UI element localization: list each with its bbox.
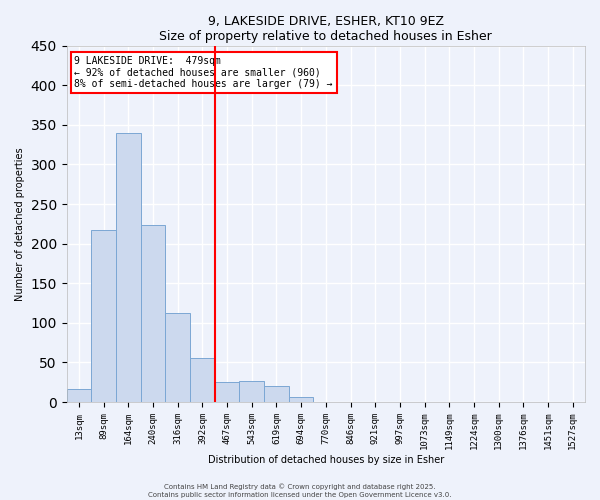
Title: 9, LAKESIDE DRIVE, ESHER, KT10 9EZ
Size of property relative to detached houses : 9, LAKESIDE DRIVE, ESHER, KT10 9EZ Size … bbox=[160, 15, 492, 43]
X-axis label: Distribution of detached houses by size in Esher: Distribution of detached houses by size … bbox=[208, 455, 444, 465]
Bar bbox=[141, 224, 166, 402]
Bar bbox=[289, 396, 313, 402]
Bar bbox=[264, 386, 289, 402]
Bar bbox=[116, 132, 141, 402]
Bar bbox=[91, 230, 116, 402]
Bar bbox=[67, 388, 91, 402]
Bar bbox=[239, 382, 264, 402]
Y-axis label: Number of detached properties: Number of detached properties bbox=[15, 147, 25, 300]
Bar bbox=[190, 358, 215, 402]
Bar bbox=[215, 382, 239, 402]
Bar bbox=[166, 312, 190, 402]
Text: 9 LAKESIDE DRIVE:  479sqm
← 92% of detached houses are smaller (960)
8% of semi-: 9 LAKESIDE DRIVE: 479sqm ← 92% of detach… bbox=[74, 56, 333, 90]
Text: Contains HM Land Registry data © Crown copyright and database right 2025.
Contai: Contains HM Land Registry data © Crown c… bbox=[148, 484, 452, 498]
